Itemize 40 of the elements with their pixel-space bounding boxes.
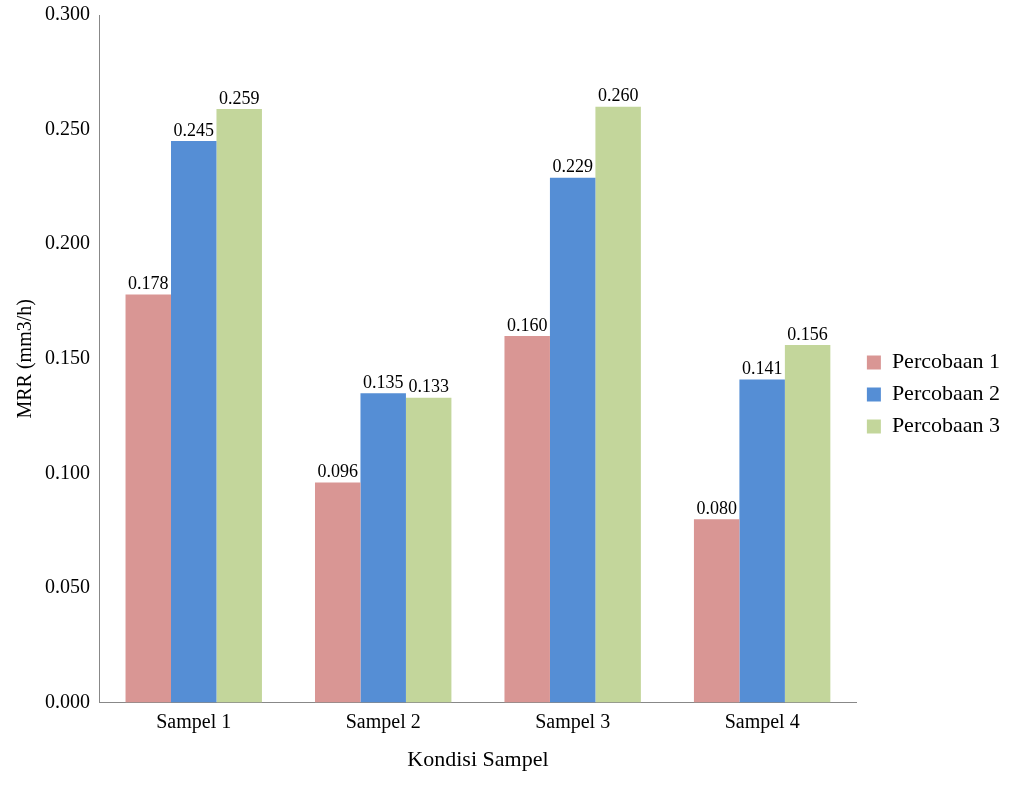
x-tick-label: Sampel 1 [156,709,232,733]
bar [784,345,831,703]
data-label: 0.260 [597,85,639,106]
data-label: 0.135 [362,371,404,392]
bar [595,106,641,703]
y-axis-title: MRR (mm3/h) [13,299,37,419]
y-tick-label: 0.150 [45,346,90,369]
data-label: 0.229 [552,156,593,177]
legend-label: Percobaan 2 [891,380,1000,406]
legend-label: Percobaan 3 [891,412,1000,438]
data-label: 0.245 [173,119,214,140]
y-tick-label: 0.300 [45,2,90,25]
y-tick-label: 0.100 [45,460,90,483]
y-tick-label: 0.200 [45,231,90,254]
bar [549,177,596,703]
x-tick-label: Sampel 2 [345,709,421,733]
data-label: 0.160 [506,314,548,335]
bar [216,108,262,703]
bar [693,519,740,703]
bar [504,335,550,703]
x-tick-label: Sampel 4 [724,709,800,733]
bar [739,379,785,703]
data-label: 0.178 [128,273,169,294]
x-tick-label: Sampel 3 [535,709,611,733]
bar [405,397,452,703]
data-label: 0.080 [696,497,737,518]
data-label: 0.096 [317,461,358,482]
y-tick-label: 0.000 [45,689,90,712]
data-label: 0.259 [218,87,260,108]
bar [360,393,406,703]
data-label: 0.141 [741,358,783,379]
x-axis-title: Kondisi Sampel [407,745,549,771]
data-label: 0.156 [787,323,828,344]
bar [171,141,217,703]
y-tick-label: 0.250 [45,116,90,139]
bar [315,482,361,703]
bar [125,294,171,703]
y-tick-label: 0.050 [45,575,90,598]
legend-label: Percobaan 1 [891,348,1000,374]
data-label: 0.133 [408,376,449,397]
